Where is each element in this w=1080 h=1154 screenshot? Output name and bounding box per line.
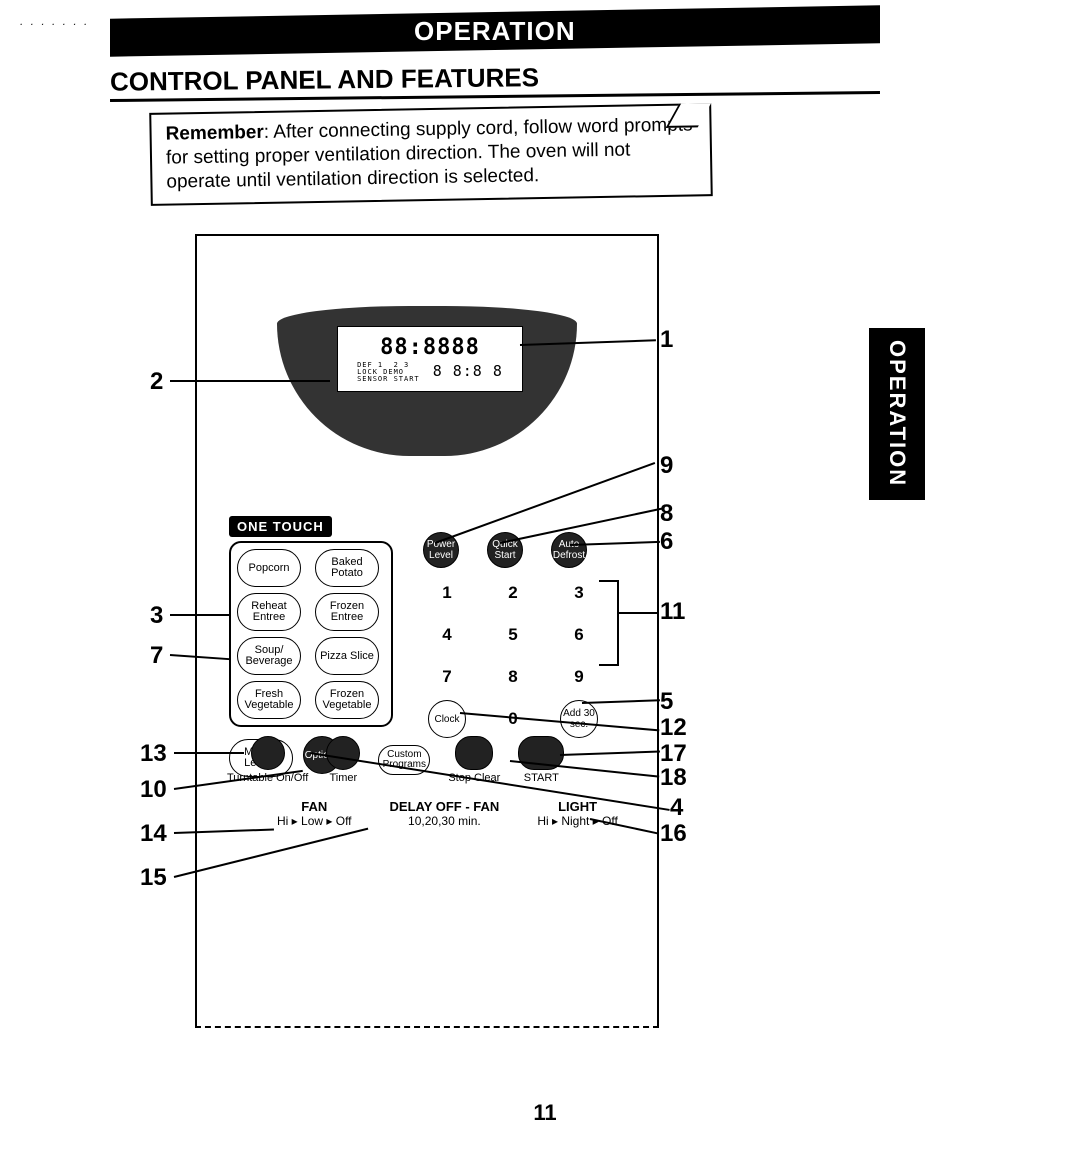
key-4[interactable]: 4 xyxy=(423,616,471,654)
callout-15: 15 xyxy=(140,864,167,892)
callout-16: 16 xyxy=(660,820,687,848)
line-2 xyxy=(170,380,330,382)
page-number: 11 xyxy=(90,1100,1000,1126)
light-title: LIGHT xyxy=(537,800,618,814)
lbl-timer: Timer xyxy=(329,772,357,784)
one-touch-label: ONE TOUCH xyxy=(229,516,332,537)
btn-fresh-vegetable[interactable]: Fresh Vegetable xyxy=(237,681,301,719)
btn-soup-beverage[interactable]: Soup/ Beverage xyxy=(237,637,301,675)
remember-box: Remember: After connecting supply cord, … xyxy=(149,103,713,206)
line-11 xyxy=(618,612,658,614)
btn-turntable[interactable] xyxy=(251,736,285,770)
callout-7: 7 xyxy=(150,642,163,670)
btn-stop-clear[interactable] xyxy=(455,736,493,770)
display-bottom-row: DEF 1 2 3 LOCK DEMO SENSOR START 8 8:8 8 xyxy=(357,362,503,383)
number-keypad: 1 2 3 4 5 6 7 8 9 Clock 0 Add 30 sec. xyxy=(423,574,603,738)
btn-pizza-slice[interactable]: Pizza Slice xyxy=(315,637,379,675)
delay-sub: 10,20,30 min. xyxy=(390,814,500,828)
bottom-text-row: FAN Hi ▸ Low ▸ Off DELAY OFF - FAN 10,20… xyxy=(277,800,618,828)
btn-popcorn[interactable]: Popcorn xyxy=(237,549,301,587)
callout-18: 18 xyxy=(660,764,687,792)
delay-col: DELAY OFF - FAN 10,20,30 min. xyxy=(390,800,500,828)
lcd-display: 88:8888 DEF 1 2 3 LOCK DEMO SENSOR START… xyxy=(337,326,523,392)
callout-12: 12 xyxy=(660,714,687,742)
callout-2: 2 xyxy=(150,368,163,396)
key-3[interactable]: 3 xyxy=(555,574,603,612)
key-9[interactable]: 9 xyxy=(555,658,603,696)
light-col: LIGHT Hi ▸ Night ▸ Off xyxy=(537,800,618,828)
display-indicators: DEF 1 2 3 LOCK DEMO SENSOR START xyxy=(357,362,420,383)
fan-title: FAN xyxy=(277,800,352,814)
fan-col: FAN Hi ▸ Low ▸ Off xyxy=(277,800,352,828)
box-notch xyxy=(666,103,711,128)
remember-lead: Remember xyxy=(165,122,264,145)
one-touch-grid: Popcorn Baked Potato Reheat Entree Froze… xyxy=(229,541,393,727)
key-7[interactable]: 7 xyxy=(423,658,471,696)
btn-auto-defrost[interactable]: Auto Defrost xyxy=(551,532,587,568)
btn-baked-potato[interactable]: Baked Potato xyxy=(315,549,379,587)
callout-4: 4 xyxy=(670,794,683,822)
key-5[interactable]: 5 xyxy=(489,616,537,654)
line-3 xyxy=(170,614,230,616)
title-bar-text: OPERATION xyxy=(414,16,576,47)
btn-add-30-sec[interactable]: Add 30 sec. xyxy=(560,700,598,738)
key-6[interactable]: 6 xyxy=(555,616,603,654)
title-bar: OPERATION xyxy=(110,5,880,56)
callout-13: 13 xyxy=(140,740,167,768)
callout-8: 8 xyxy=(660,500,673,528)
manual-page: . . . . . . . OPERATION CONTROL PANEL AN… xyxy=(90,12,1000,1112)
callout-10: 10 xyxy=(140,776,167,804)
control-panel-diagram: 88:8888 DEF 1 2 3 LOCK DEMO SENSOR START… xyxy=(195,234,659,1028)
btn-frozen-vegetable[interactable]: Frozen Vegetable xyxy=(315,681,379,719)
key-8[interactable]: 8 xyxy=(489,658,537,696)
callout-14: 14 xyxy=(140,820,167,848)
btn-clock[interactable]: Clock xyxy=(428,700,466,738)
key-1[interactable]: 1 xyxy=(423,574,471,612)
side-tab-text: OPERATION xyxy=(884,340,910,487)
btn-power-level[interactable]: Power Level xyxy=(423,532,459,568)
btn-reheat-entree[interactable]: Reheat Entree xyxy=(237,593,301,631)
key-2[interactable]: 2 xyxy=(489,574,537,612)
display-top-digits: 88:8888 xyxy=(380,335,480,360)
callout-11: 11 xyxy=(660,598,685,626)
callout-3: 3 xyxy=(150,602,163,630)
side-tab: OPERATION xyxy=(869,328,925,500)
line-13 xyxy=(174,752,244,754)
display-bottom-digits: 8 8:8 8 xyxy=(433,362,503,380)
callout-1: 1 xyxy=(660,326,673,354)
btn-frozen-entree[interactable]: Frozen Entree xyxy=(315,593,379,631)
callout-6: 6 xyxy=(660,528,673,556)
keypad-bracket xyxy=(599,580,619,666)
btn-timer[interactable] xyxy=(326,736,360,770)
scan-dots: . . . . . . . xyxy=(20,14,89,28)
delay-title: DELAY OFF - FAN xyxy=(390,800,500,814)
callout-5: 5 xyxy=(660,688,673,716)
lbl-start: START xyxy=(524,772,559,784)
fan-sub: Hi ▸ Low ▸ Off xyxy=(277,814,352,828)
callout-9: 9 xyxy=(660,452,673,480)
